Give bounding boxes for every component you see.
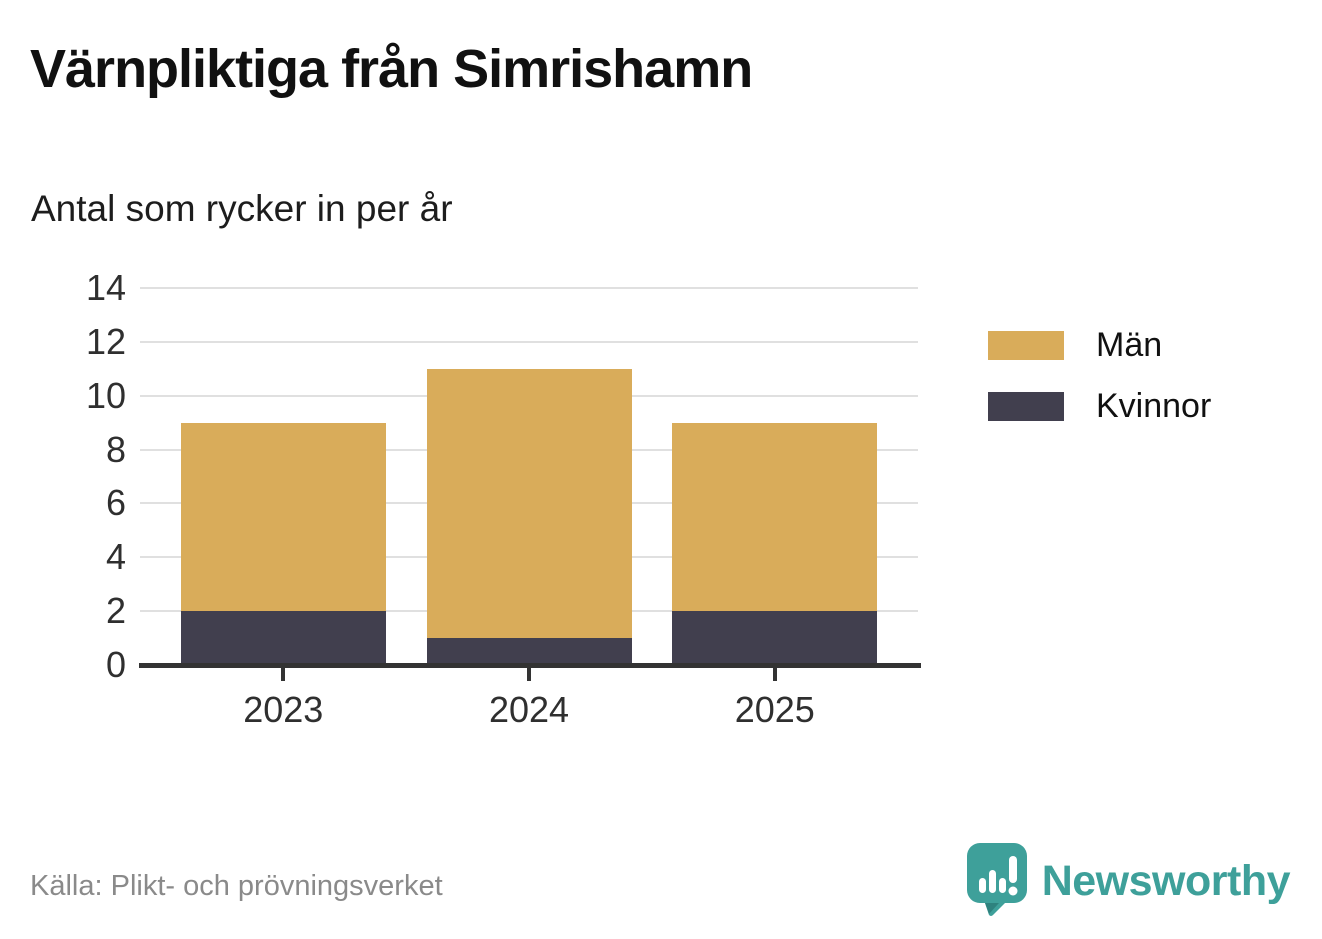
x-tick-label: 2025 [734, 689, 815, 730]
legend-label: Män [1096, 326, 1163, 364]
y-tick-label: 6 [105, 482, 126, 524]
legend-item-Kvinnor: Kvinnor [988, 389, 1211, 423]
gridline [140, 287, 918, 289]
x-tick-label: 2024 [488, 689, 570, 730]
bar-segment-Kvinnor-2025 [672, 611, 878, 665]
y-tick-label: 12 [85, 320, 126, 362]
chart-title: Värnpliktiga från Simrishamn [30, 39, 753, 99]
brand-name: Newsworthy [1041, 857, 1291, 905]
bar-stack-2025 [672, 288, 878, 665]
x-tick-mark [772, 668, 777, 681]
bar-stack-2023 [180, 288, 386, 665]
y-tick-label: 14 [85, 267, 126, 308]
y-tick-label: 0 [105, 644, 126, 685]
x-tick-mark [281, 668, 286, 681]
y-tick-label: 2 [105, 590, 126, 632]
newsworthy-speech-bubble-chart-icon [966, 842, 1028, 921]
source-note: Källa: Plikt- och prövningsverket [30, 870, 443, 902]
y-tick-label: 4 [105, 536, 126, 578]
legend-swatch [988, 391, 1064, 421]
bar-segment-Män-2024 [426, 368, 632, 639]
legend-item-Män: Män [988, 328, 1211, 362]
legend: Män Kvinnor [988, 328, 1211, 423]
x-tick-label: 2023 [243, 689, 324, 730]
bar-stack-2024 [426, 288, 632, 665]
plot-area [140, 287, 918, 665]
x-axis-line [139, 663, 921, 668]
legend-label: Kvinnor [1096, 387, 1212, 425]
bar-segment-Män-2023 [180, 422, 386, 612]
y-tick-label: 10 [85, 374, 126, 416]
x-axis: 2023 2024 2025 [140, 692, 918, 736]
gridline [140, 340, 918, 343]
y-axis: 0 2 4 6 8 10 12 14 [0, 270, 126, 683]
bar-segment-Män-2025 [672, 422, 878, 612]
bar-segment-Kvinnor-2024 [426, 638, 632, 665]
bar-segment-Kvinnor-2023 [180, 611, 386, 665]
chart-subtitle: Antal som rycker in per år [31, 188, 453, 229]
legend-swatch [988, 330, 1064, 360]
brand-logo: Newsworthy [966, 842, 1291, 921]
x-tick-mark [527, 668, 531, 681]
y-tick-label: 8 [105, 428, 126, 470]
